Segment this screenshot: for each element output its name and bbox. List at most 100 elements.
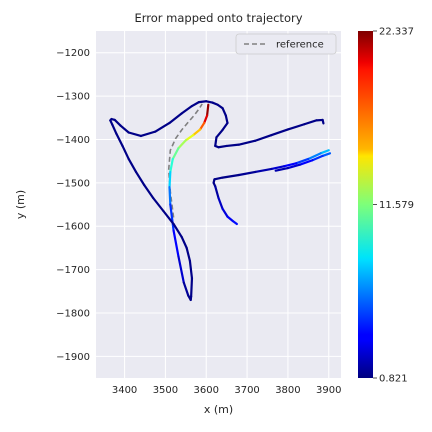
trajectory-segment	[162, 209, 175, 226]
trajectory-segment	[197, 100, 208, 104]
trajectory-segment	[172, 229, 180, 258]
colorbar-ticks: 22.337 11.579 0.821	[373, 27, 414, 385]
trajectory-segment	[226, 215, 234, 223]
trajectory-segment	[111, 123, 118, 135]
trajectory-segment	[169, 203, 175, 232]
y-tick-label: −1300	[56, 92, 90, 103]
reference-series	[167, 103, 203, 218]
trajectory-segment	[180, 235, 188, 249]
trajectory-segment	[237, 139, 257, 146]
trajectory-segment	[154, 121, 171, 133]
trajectory-segment	[180, 104, 194, 115]
trajectory-segment	[185, 246, 192, 262]
y-tick-label: −1400	[56, 135, 90, 146]
trajectory-segment	[168, 186, 172, 206]
trajectory-segment	[321, 118, 325, 125]
trajectory-segment	[139, 130, 157, 138]
trajectory-segment	[205, 103, 210, 117]
y-tick-label: −1800	[56, 308, 90, 319]
x-tick-label: 3400	[112, 385, 137, 396]
trajectory-segment	[177, 139, 187, 150]
x-tick-label: 3900	[316, 385, 341, 396]
y-tick-label: −1600	[56, 222, 90, 233]
x-tick-label: 3700	[234, 385, 259, 396]
trajectory-segment	[115, 132, 124, 148]
trajectory-segment	[190, 277, 194, 298]
chart-title: Error mapped onto trajectory	[134, 11, 302, 25]
trajectory-segment	[217, 196, 224, 210]
trajectory-segment	[168, 170, 172, 189]
trajectory-segment	[221, 173, 241, 179]
y-tick-label: −1200	[56, 48, 90, 59]
trajectory-segment	[190, 101, 200, 108]
trajectory-segment	[171, 147, 180, 161]
trajectory-segment	[294, 157, 310, 165]
trajectory-segment	[168, 112, 183, 125]
colorbar-tick-label: 11.579	[379, 200, 414, 211]
trajectory-segment	[221, 207, 229, 218]
trajectory-segment	[224, 114, 229, 125]
trajectory-segment	[127, 157, 138, 174]
trajectory-segment	[184, 134, 195, 142]
trajectory-segment	[215, 128, 224, 139]
trajectory-segment	[192, 128, 202, 137]
colorbar-gradient	[358, 31, 373, 378]
trajectory-segment	[270, 128, 290, 137]
y-tick-label: −1900	[56, 352, 90, 363]
trajectory-segment	[270, 165, 285, 171]
x-tick-label: 3600	[194, 385, 219, 396]
trajectory-segment	[203, 114, 209, 125]
trajectory-segment	[231, 219, 238, 226]
trajectory-segment	[127, 131, 143, 138]
colorbar-tick-label: 22.337	[379, 27, 414, 38]
trajectory-segment	[213, 176, 224, 181]
x-tick-label: 3800	[275, 385, 300, 396]
trajectory-segment	[254, 167, 273, 174]
plot-area	[96, 31, 341, 378]
trajectory-segment	[169, 157, 174, 174]
trajectory-segment	[299, 159, 314, 166]
trajectory-segment	[221, 107, 227, 117]
trajectory-segment	[188, 259, 194, 280]
trajectory-segment	[282, 162, 298, 168]
y-axis-label: y (m)	[14, 190, 27, 219]
trajectory-segment	[319, 149, 330, 155]
trajectory-segment	[254, 134, 273, 142]
trajectory-segment	[172, 222, 183, 239]
trajectory-segment	[121, 144, 130, 161]
trajectory-segment	[143, 183, 155, 200]
trajectory-series	[109, 100, 332, 302]
x-axis-label: x (m)	[204, 403, 233, 416]
trajectory-segment	[225, 143, 241, 148]
trajectory-segment	[214, 136, 218, 148]
colorbar-tick-label: 0.821	[379, 374, 408, 385]
trajectory-segment	[152, 196, 165, 213]
y-tick-label: −1700	[56, 265, 90, 276]
trajectory-segment	[113, 118, 122, 127]
y-tick-label: −1500	[56, 178, 90, 189]
legend-box	[235, 33, 337, 55]
trajectory-segment	[274, 166, 290, 172]
trajectory-segment	[311, 154, 324, 162]
trajectory-segment	[177, 255, 185, 284]
trajectory-segment	[237, 170, 257, 177]
x-tick-labels: 3400 3500 3600 3700 3800 3900	[112, 385, 342, 396]
legend-reference-label: reference	[276, 40, 324, 51]
y-tick-labels: −1200 −1300 −1400 −1500 −1600 −1700 −1800 −1900	[56, 48, 90, 363]
trajectory-segment	[217, 144, 228, 149]
reference-line	[167, 103, 203, 218]
legend: reference	[235, 33, 337, 55]
trajectory-segment	[321, 152, 332, 158]
trajectory-segment	[199, 121, 206, 131]
trajectory-segment	[119, 124, 130, 134]
grid	[96, 31, 341, 378]
trajectory-segment	[214, 185, 220, 200]
x-tick-label: 3500	[153, 385, 178, 396]
trajectory-segment	[134, 170, 146, 187]
trajectory-segment	[307, 152, 322, 161]
colorbar: 22.337 11.579 0.821	[358, 27, 414, 385]
trajectory-segment	[286, 163, 302, 170]
trajectory-segment	[286, 123, 306, 131]
trajectory-segment	[182, 281, 190, 297]
